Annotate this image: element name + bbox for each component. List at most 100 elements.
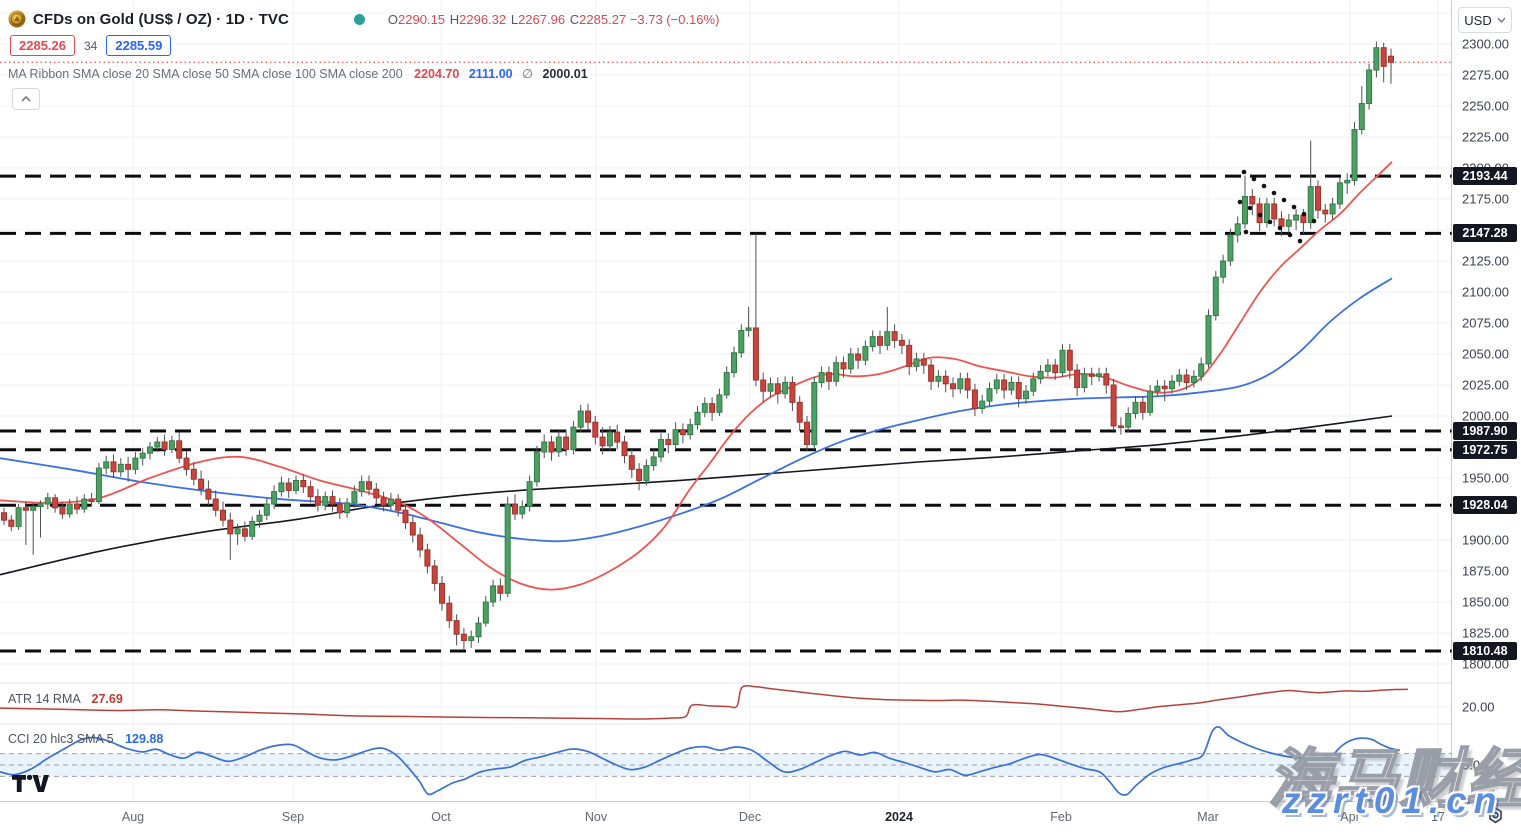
symbol-title[interactable]: CFDs on Gold (US$ / OZ) · 1D · TVC: [33, 10, 289, 28]
candle: [190, 468, 197, 480]
collapse-legend-button[interactable]: [12, 88, 40, 110]
candle: [1242, 196, 1248, 225]
cci-legend[interactable]: CCI 20 hlc3 SMA 5 129.88: [8, 732, 163, 746]
candle: [322, 496, 329, 506]
candle: [672, 429, 679, 446]
time-axis-label: Feb: [1050, 810, 1072, 824]
candle: [1351, 129, 1358, 181]
sma20-value: 2204.70: [414, 67, 460, 81]
candle: [920, 358, 927, 366]
candle: [154, 441, 161, 448]
candle: [1132, 401, 1139, 415]
candle: [1176, 374, 1183, 382]
candle: [745, 327, 752, 331]
candle: [950, 383, 956, 390]
candle: [942, 375, 949, 385]
candle: [760, 379, 767, 392]
candle: [74, 503, 80, 510]
candle: [1315, 186, 1321, 211]
bid-ask-row: 2285.26 34 2285.59: [10, 35, 172, 56]
candle: [15, 507, 22, 527]
sell-price-button[interactable]: 2285.26: [10, 35, 75, 56]
candle: [621, 441, 628, 457]
candles: [1, 41, 1394, 650]
candle: [66, 503, 73, 515]
cci-line: [0, 726, 1401, 796]
time-axis-label: Nov: [584, 810, 608, 824]
candle: [1001, 379, 1008, 391]
candle: [263, 503, 270, 516]
price-axis-label: 1850.00: [1462, 594, 1509, 610]
candle: [1293, 214, 1300, 221]
candle: [453, 620, 460, 635]
gridlines: [0, 0, 1452, 802]
candle: [1183, 374, 1190, 384]
price-axis-label: 2000.00: [1462, 408, 1509, 424]
gold-coin-icon: [8, 10, 26, 28]
candle: [906, 344, 913, 367]
candle: [1278, 218, 1285, 227]
candle: [993, 379, 1000, 390]
price-axis[interactable]: USD 2300.002275.002250.002225.002200.002…: [1452, 0, 1521, 834]
candle: [482, 601, 489, 624]
price-axis-label: 2275.00: [1462, 67, 1509, 83]
price-axis-label: 1800.00: [1462, 656, 1509, 672]
candle: [314, 496, 321, 506]
candle: [723, 372, 730, 396]
candle: [285, 482, 292, 491]
candle: [957, 378, 964, 390]
candle: [898, 339, 905, 346]
candle: [818, 372, 825, 384]
candle: [964, 378, 971, 391]
candle: [220, 509, 226, 521]
candle: [606, 431, 613, 447]
currency-dropdown[interactable]: USD: [1458, 7, 1512, 33]
candle: [30, 506, 37, 511]
ma-ribbon-label: MA Ribbon SMA close 20 SMA close 50 SMA …: [8, 67, 403, 81]
candle: [387, 498, 394, 506]
candle: [1271, 203, 1278, 220]
tradingview-logo[interactable]: [10, 770, 52, 794]
candle: [752, 327, 759, 381]
candle: [804, 421, 810, 446]
candle: [1059, 349, 1066, 374]
candle: [679, 429, 686, 436]
candle: [117, 463, 124, 473]
market-status-icon[interactable]: [353, 13, 365, 25]
candle: [1147, 390, 1154, 413]
candle: [249, 520, 256, 537]
time-axis[interactable]: Aug Sep Oct Nov Dec 2024 Feb Mar Apr 17: [0, 802, 1521, 834]
candle: [37, 503, 44, 508]
candle: [366, 481, 372, 490]
ma-ribbon-legend[interactable]: MA Ribbon SMA close 20 SMA close 50 SMA …: [8, 66, 588, 81]
candle: [687, 424, 694, 436]
candle: [256, 514, 263, 522]
atr-legend[interactable]: ATR 14 RMA 27.69: [8, 692, 123, 706]
candle: [395, 498, 402, 511]
candle: [1285, 219, 1292, 227]
candle: [125, 463, 132, 470]
price-axis-label: 1875.00: [1462, 563, 1509, 579]
candle: [555, 436, 562, 453]
candle: [526, 481, 533, 508]
candle: [1139, 401, 1146, 413]
candle: [1096, 373, 1102, 377]
candle: [789, 382, 796, 403]
candle: [701, 403, 708, 413]
candle: [300, 479, 307, 488]
spread-value: 34: [84, 38, 98, 53]
buy-price-button[interactable]: 2285.59: [106, 35, 172, 56]
candle: [599, 436, 606, 447]
candle: [205, 488, 212, 500]
candle: [329, 496, 336, 505]
candle: [22, 507, 29, 511]
candle: [709, 403, 716, 413]
price-axis-label: 2075.00: [1462, 315, 1509, 331]
candle: [176, 440, 183, 459]
candle: [95, 467, 102, 503]
candle: [132, 457, 139, 470]
price-axis-label: 2100.00: [1462, 284, 1509, 300]
candle: [541, 441, 548, 453]
axis-settings-gear-icon[interactable]: [1486, 806, 1505, 825]
